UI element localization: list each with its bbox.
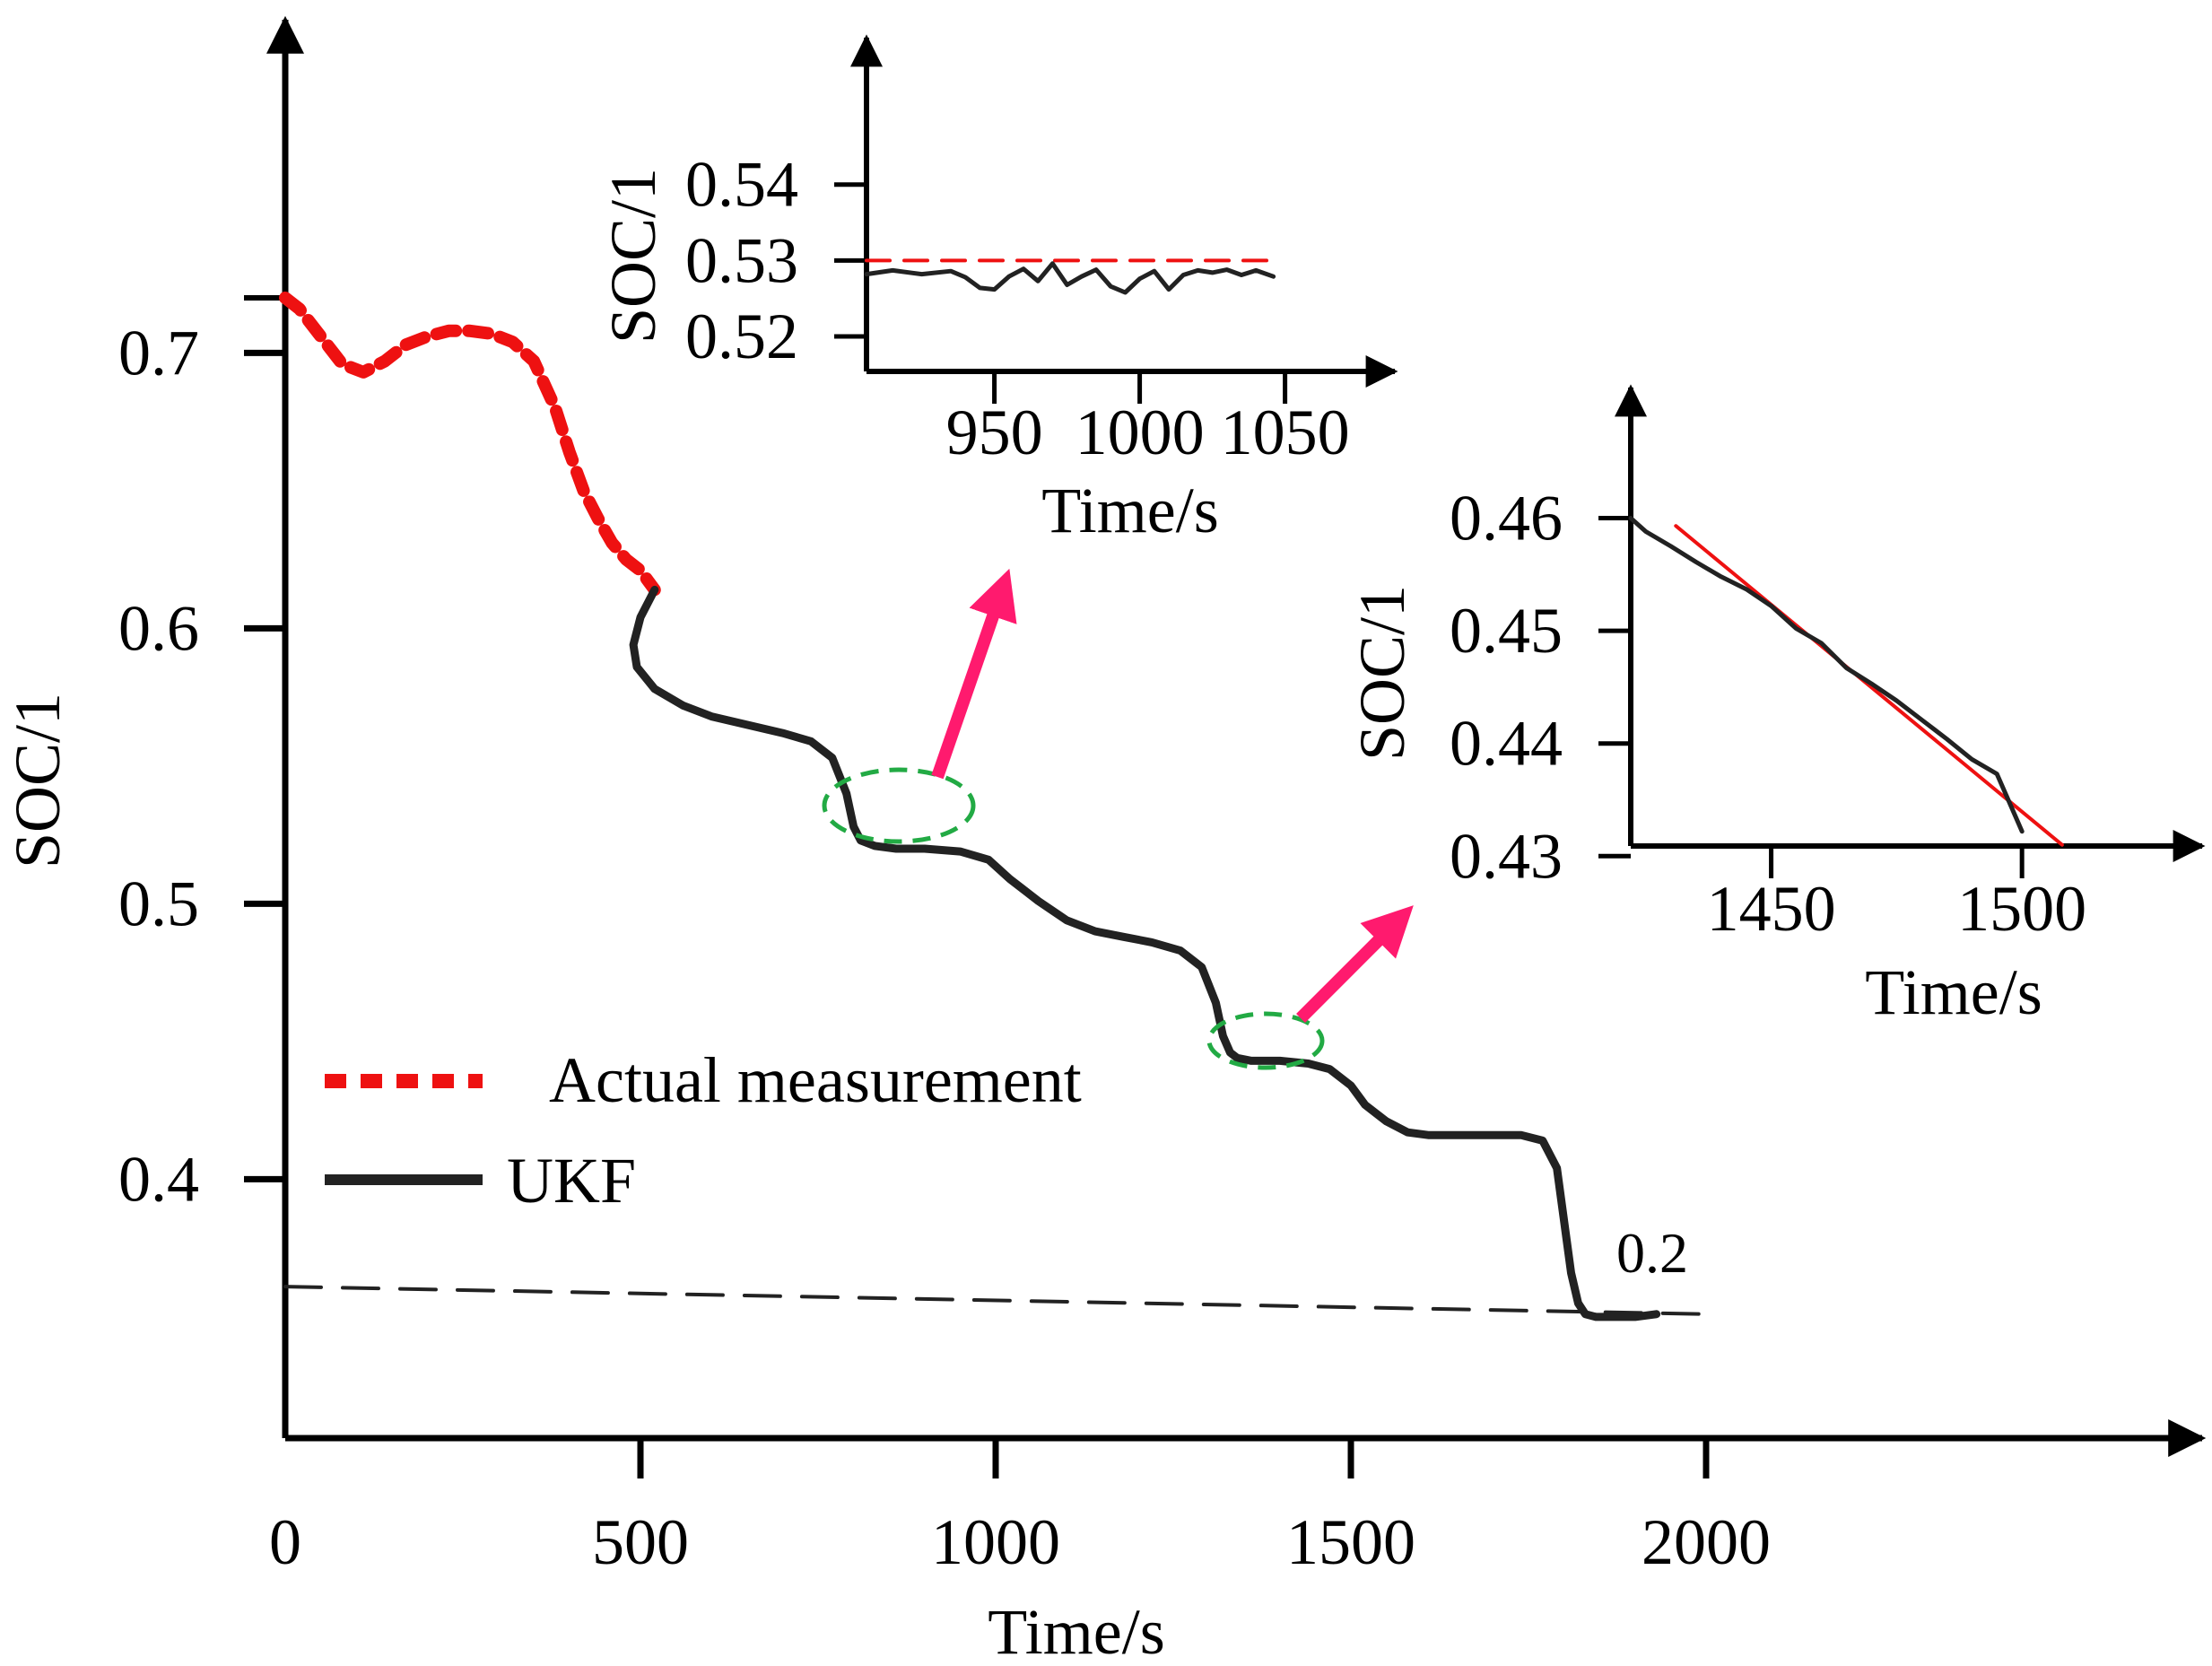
- inset1-x-tick-label: 950: [946, 397, 1043, 468]
- main-y-tick-label: 0.4: [118, 1143, 199, 1215]
- inset2-y-ticks: 0.43 0.44 0.45 0.46: [1450, 482, 1631, 892]
- main-x-tick-label: 2000: [1642, 1506, 1771, 1578]
- main-x-tick-label: 1000: [931, 1506, 1060, 1578]
- inset2-series: [1628, 516, 2064, 847]
- main-x-tick-label: 1500: [1286, 1506, 1415, 1578]
- inset1-x-axis-title: Time/s: [1041, 475, 1218, 546]
- main-series-line-2: [283, 1285, 1708, 1316]
- inset2-x-axis-title: Time/s: [1865, 956, 2042, 1028]
- callout-arrow-1: [931, 568, 1017, 780]
- inset1-y-tick-label: 0.53: [685, 224, 798, 296]
- inset2-y-tick-label: 0.43: [1450, 820, 1563, 892]
- inset2-x-ticks: 1450 1500: [1707, 846, 2086, 945]
- inset2-y-tick-label: 0.44: [1450, 708, 1563, 780]
- inset2-y-tick-label: 0.46: [1450, 482, 1563, 554]
- main-x-ticks: 0 500 1000 1500 2000: [269, 1438, 1771, 1578]
- inset2-series-line-0: [1674, 524, 2064, 847]
- inset2-series-line-1: [1628, 516, 2025, 834]
- main-y-tick-label: 0.7: [118, 317, 199, 388]
- threshold-annotation: 0.2: [1616, 1221, 1688, 1285]
- main-series-line-0: [279, 292, 661, 597]
- main-x-tick-label: 500: [592, 1506, 689, 1578]
- inset-plot-2: 0.43 0.44 0.45 0.46 1450 1500 Time/s SOC/1: [1346, 384, 2206, 1028]
- main-series: [279, 292, 1708, 1321]
- inset1-x-tick-label: 1050: [1221, 397, 1350, 468]
- inset1-y-tick-label: 0.52: [685, 301, 798, 372]
- inset2-x-tick-label: 1450: [1707, 873, 1836, 945]
- callout-arrow-2: [1296, 905, 1414, 1023]
- legend: Actual measurement UKF: [325, 1044, 1082, 1217]
- highlight-ellipse-1: [822, 767, 976, 844]
- main-y-tick-label: 0.5: [118, 868, 199, 939]
- main-y-axis-title: SOC/1: [2, 693, 74, 868]
- inset1-y-axis-title: SOC/1: [597, 168, 669, 344]
- inset-plot-1: 0.520.530.54 950 1000 1050 Time/s SOC/1: [597, 34, 1398, 546]
- main-x-axis-title: Time/s: [988, 1596, 1164, 1666]
- inset1-y-ticks: 0.520.530.54: [685, 149, 867, 372]
- inset2-y-axis-title: SOC/1: [1346, 585, 1418, 761]
- highlight-ellipse-2: [1206, 1011, 1325, 1070]
- main-y-ticks: 0.4 0.5 0.6 0.7: [118, 317, 285, 1215]
- inset1-x-tick-label: 1000: [1076, 397, 1205, 468]
- inset1-series-line-1: [864, 261, 1276, 295]
- inset1-x-ticks: 950 1000 1050: [946, 371, 1350, 468]
- inset2-x-tick-label: 1500: [1957, 873, 2086, 945]
- main-plot: 0.4 0.5 0.6 0.7 0 500 1000 1500 2000 Time/s SOC…: [2, 15, 2207, 1666]
- legend-label-ukf: UKF: [507, 1145, 636, 1217]
- main-series-line-1: [629, 585, 1661, 1321]
- main-x-tick-label: 0: [269, 1506, 301, 1578]
- inset1-series: [864, 258, 1276, 295]
- main-y-tick-label: 0.6: [118, 592, 199, 664]
- inset1-y-tick-label: 0.54: [685, 149, 798, 221]
- legend-label-actual: Actual measurement: [549, 1044, 1082, 1116]
- inset2-y-tick-label: 0.45: [1450, 595, 1563, 667]
